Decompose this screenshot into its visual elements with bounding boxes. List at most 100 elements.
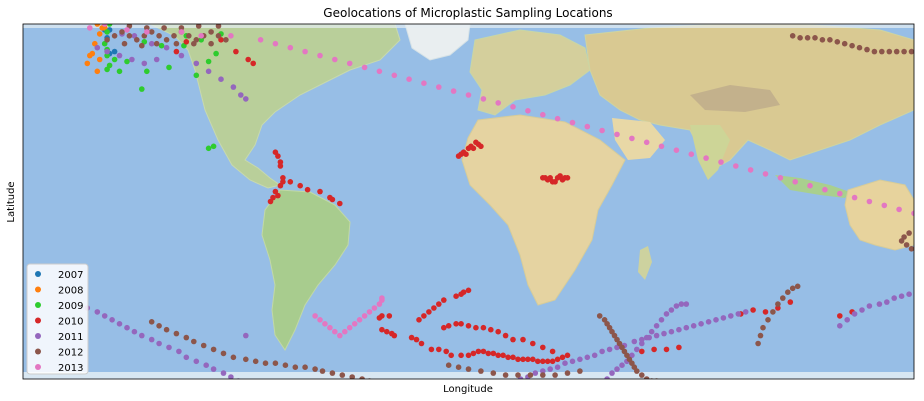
point-2012-56 [404, 386, 410, 392]
point-2010-96 [473, 324, 479, 331]
point-2013-132 [911, 210, 914, 217]
point-2010-54 [441, 297, 447, 303]
point-2012-109 [659, 380, 665, 386]
point-2013-95 [361, 64, 368, 71]
point-2011-152 [876, 301, 883, 307]
point-2009-21 [205, 145, 212, 152]
point-2012-36 [210, 346, 217, 353]
point-2011-6 [205, 68, 212, 75]
point-2013-67 [750, 382, 756, 388]
point-2010-78 [505, 354, 511, 361]
point-2012-31 [163, 326, 170, 333]
point-2013-51 [552, 382, 558, 388]
point-2013-110 [584, 123, 591, 130]
point-2012-21 [191, 40, 197, 47]
point-2011-83 [594, 384, 600, 390]
point-2013-24 [555, 388, 561, 394]
point-2013-57 [627, 382, 633, 388]
point-2011-3 [163, 44, 170, 51]
point-2012-69 [849, 42, 855, 49]
north-america-land [149, 24, 401, 189]
point-2013-98 [406, 76, 412, 82]
point-2011-11 [153, 56, 160, 63]
point-2011-19 [101, 313, 108, 319]
point-2011-156 [906, 291, 912, 298]
point-2010-7 [275, 153, 281, 159]
point-2010-0 [183, 39, 190, 45]
point-2010-63 [413, 336, 420, 343]
point-2013-70 [788, 382, 794, 388]
point-2010-108 [663, 346, 670, 353]
point-2010-82 [525, 356, 531, 363]
y-axis-label: Latitude [6, 181, 17, 222]
point-2010-102 [520, 336, 526, 343]
point-2012-37 [220, 350, 227, 357]
point-2012-8 [163, 37, 170, 43]
point-2013-73 [825, 382, 831, 388]
point-2012-27 [195, 24, 202, 29]
point-2010-71 [470, 350, 477, 357]
point-2011-24 [139, 332, 145, 339]
point-2012-57 [414, 388, 420, 394]
point-2012-51 [359, 376, 365, 379]
point-2012-54 [387, 382, 393, 388]
point-2013-32 [634, 388, 640, 394]
point-2013-59 [651, 382, 657, 388]
point-2012-4 [134, 37, 140, 43]
point-2013-78 [887, 382, 893, 388]
legend-marker-2009 [35, 302, 41, 308]
point-2009-3 [106, 62, 113, 69]
point-2013-48 [515, 382, 521, 388]
point-2012-78 [445, 362, 452, 369]
point-2012-50 [349, 374, 355, 379]
point-2013-28 [594, 388, 600, 394]
point-2013-99 [421, 80, 427, 86]
point-2010-50 [421, 313, 427, 319]
point-2013-104 [495, 100, 502, 106]
point-2010-74 [485, 350, 492, 357]
point-2012-34 [191, 338, 197, 345]
point-2013-2 [322, 321, 328, 327]
point-2010-107 [651, 346, 657, 353]
point-2010-103 [530, 340, 536, 347]
series-2010 [173, 37, 855, 365]
point-2012-25 [161, 25, 167, 31]
arctic-ice [23, 24, 914, 28]
point-2009-13 [198, 37, 204, 43]
point-2012-39 [243, 356, 249, 363]
point-2011-128 [606, 346, 613, 353]
point-2012-35 [200, 342, 207, 349]
point-2013-25 [565, 388, 571, 394]
point-2013-106 [525, 108, 531, 114]
point-2009-6 [104, 29, 110, 35]
point-2013-12 [371, 305, 378, 311]
point-2010-62 [408, 334, 415, 341]
point-2011-99 [673, 303, 680, 309]
point-2010-53 [436, 301, 442, 307]
point-2013-68 [763, 382, 769, 388]
legend-label-2013: 2013 [58, 363, 83, 374]
point-2013-109 [569, 119, 576, 126]
point-2011-28 [176, 348, 182, 355]
point-2011-131 [631, 338, 638, 345]
point-2012-59 [431, 392, 437, 398]
point-2008-7 [94, 68, 101, 75]
point-2010-1 [173, 48, 180, 55]
point-2013-128 [851, 194, 858, 201]
point-2013-77 [874, 382, 880, 388]
point-2013-85 [178, 29, 185, 35]
point-2012-68 [841, 40, 848, 47]
point-2012-19 [153, 40, 160, 47]
point-2013-79 [899, 382, 905, 388]
point-2011-119 [540, 368, 546, 374]
point-2013-105 [510, 104, 516, 110]
point-2013-102 [465, 92, 472, 98]
madagascar-land [638, 246, 652, 280]
point-2011-30 [193, 358, 200, 365]
point-2012-14 [208, 29, 214, 35]
point-2013-10 [361, 313, 368, 319]
point-2013-101 [450, 88, 457, 94]
point-2008-0 [94, 24, 101, 27]
point-2011-29 [183, 354, 190, 361]
point-2011-143 [720, 315, 727, 321]
